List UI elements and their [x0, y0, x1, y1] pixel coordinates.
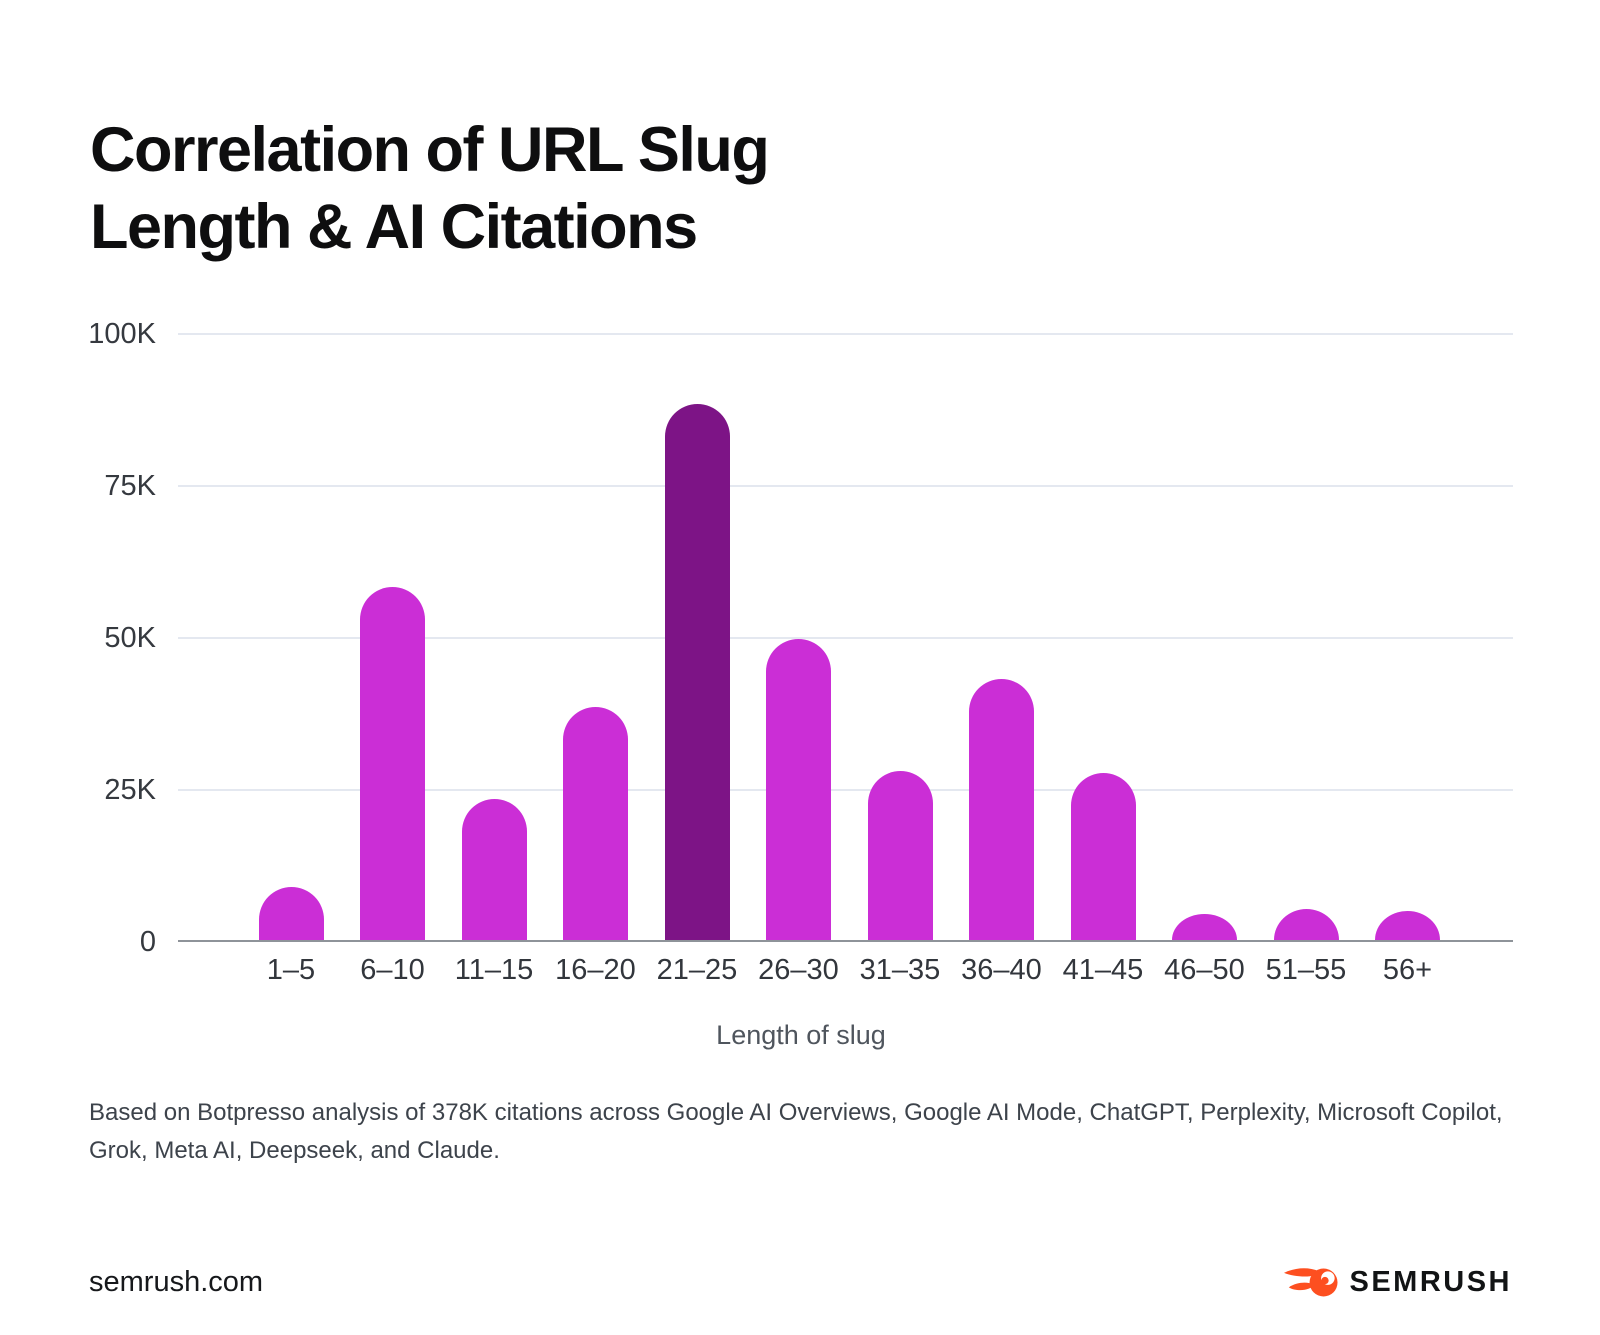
x-axis-title: Length of slug — [716, 1020, 886, 1050]
bar-41–45 — [1070, 772, 1136, 940]
bar-31–35 — [867, 770, 933, 940]
bar-21–25 — [664, 403, 730, 940]
x-tick-label-51–55: 51–55 — [1265, 954, 1347, 986]
chart-title-line-1: Correlation of URL Slug — [90, 115, 770, 186]
semrush-wordmark: SEMRUSH — [1349, 1266, 1512, 1298]
x-tick-label-6–10: 6–10 — [360, 954, 425, 986]
bar-51–55 — [1273, 909, 1339, 940]
site-url: semrush.com — [89, 1266, 264, 1298]
bar-26–30 — [766, 639, 831, 940]
bar-11–15 — [461, 798, 527, 940]
x-tick-label-46–50: 46–50 — [1164, 954, 1245, 986]
y-tick-label-25K: 25K — [104, 774, 156, 806]
y-tick-label-75K: 75K — [104, 470, 156, 502]
source-footnote: Based on Botpresso analysis of 378K cita… — [89, 1094, 1509, 1170]
x-tick-label-1–5: 1–5 — [266, 954, 316, 986]
x-tick-label-16–20: 16–20 — [555, 954, 636, 986]
semrush-flame-icon — [1284, 1267, 1339, 1296]
bar-6–10 — [360, 587, 425, 940]
bar-46–50 — [1172, 913, 1237, 940]
y-tick-label-100K: 100K — [88, 318, 156, 350]
x-tick-label-26–30: 26–30 — [758, 954, 839, 986]
gridline-25K — [178, 789, 1513, 791]
semrush-logo: SEMRUSH — [1284, 1264, 1512, 1300]
gridline-75K — [178, 485, 1513, 487]
y-tick-label-50K: 50K — [104, 622, 156, 654]
chart-title-line-2: Length & AI Citations — [90, 192, 698, 263]
bar-56+ — [1375, 910, 1440, 940]
x-tick-label-36–40: 36–40 — [961, 954, 1042, 986]
gridline-50K — [178, 637, 1513, 639]
bar-16–20 — [563, 707, 628, 940]
source-footnote-line-2: Grok, Meta AI, Deepseek, and Claude. — [89, 1137, 500, 1164]
gridline-100K — [178, 333, 1513, 335]
bar-36–40 — [969, 678, 1034, 940]
y-axis-labels: 100K 75K 50K 25K 0 — [0, 318, 156, 958]
x-tick-label-31–35: 31–35 — [859, 954, 941, 986]
x-tick-label-21–25: 21–25 — [656, 954, 738, 986]
bar-1–5 — [258, 887, 324, 940]
y-tick-label-0: 0 — [139, 926, 156, 958]
plot-area: Length of slug 1–5 6–10 11–15 16–20 21–25 26–… — [178, 333, 1513, 1050]
x-tick-label-11–15: 11–15 — [454, 954, 534, 986]
gridline-0 — [178, 940, 1513, 942]
chart-title: Correlation of URL Slug Length & AI Cita… — [90, 112, 770, 266]
source-footnote-line-1: Based on Botpresso analysis of 378K cita… — [89, 1099, 1503, 1126]
x-tick-label-41–45: 41–45 — [1062, 954, 1144, 986]
x-tick-label-56+: 56+ — [1382, 954, 1433, 986]
